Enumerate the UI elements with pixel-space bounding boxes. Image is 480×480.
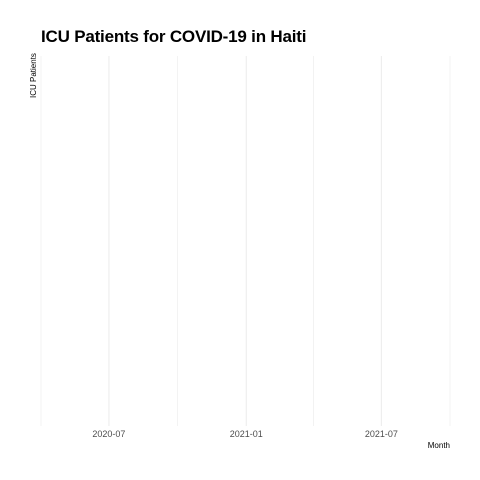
x-tick-label: 2021-07 — [365, 429, 398, 439]
gridlines — [40, 56, 451, 426]
x-axis-label: Month — [427, 441, 450, 450]
x-tick-label: 2020-07 — [92, 429, 125, 439]
x-tick-labels: 2020-07 2021-01 2021-07 — [92, 429, 397, 439]
x-tick-label: 2021-01 — [230, 429, 263, 439]
chart-title: ICU Patients for COVID-19 in Haiti — [41, 27, 307, 46]
